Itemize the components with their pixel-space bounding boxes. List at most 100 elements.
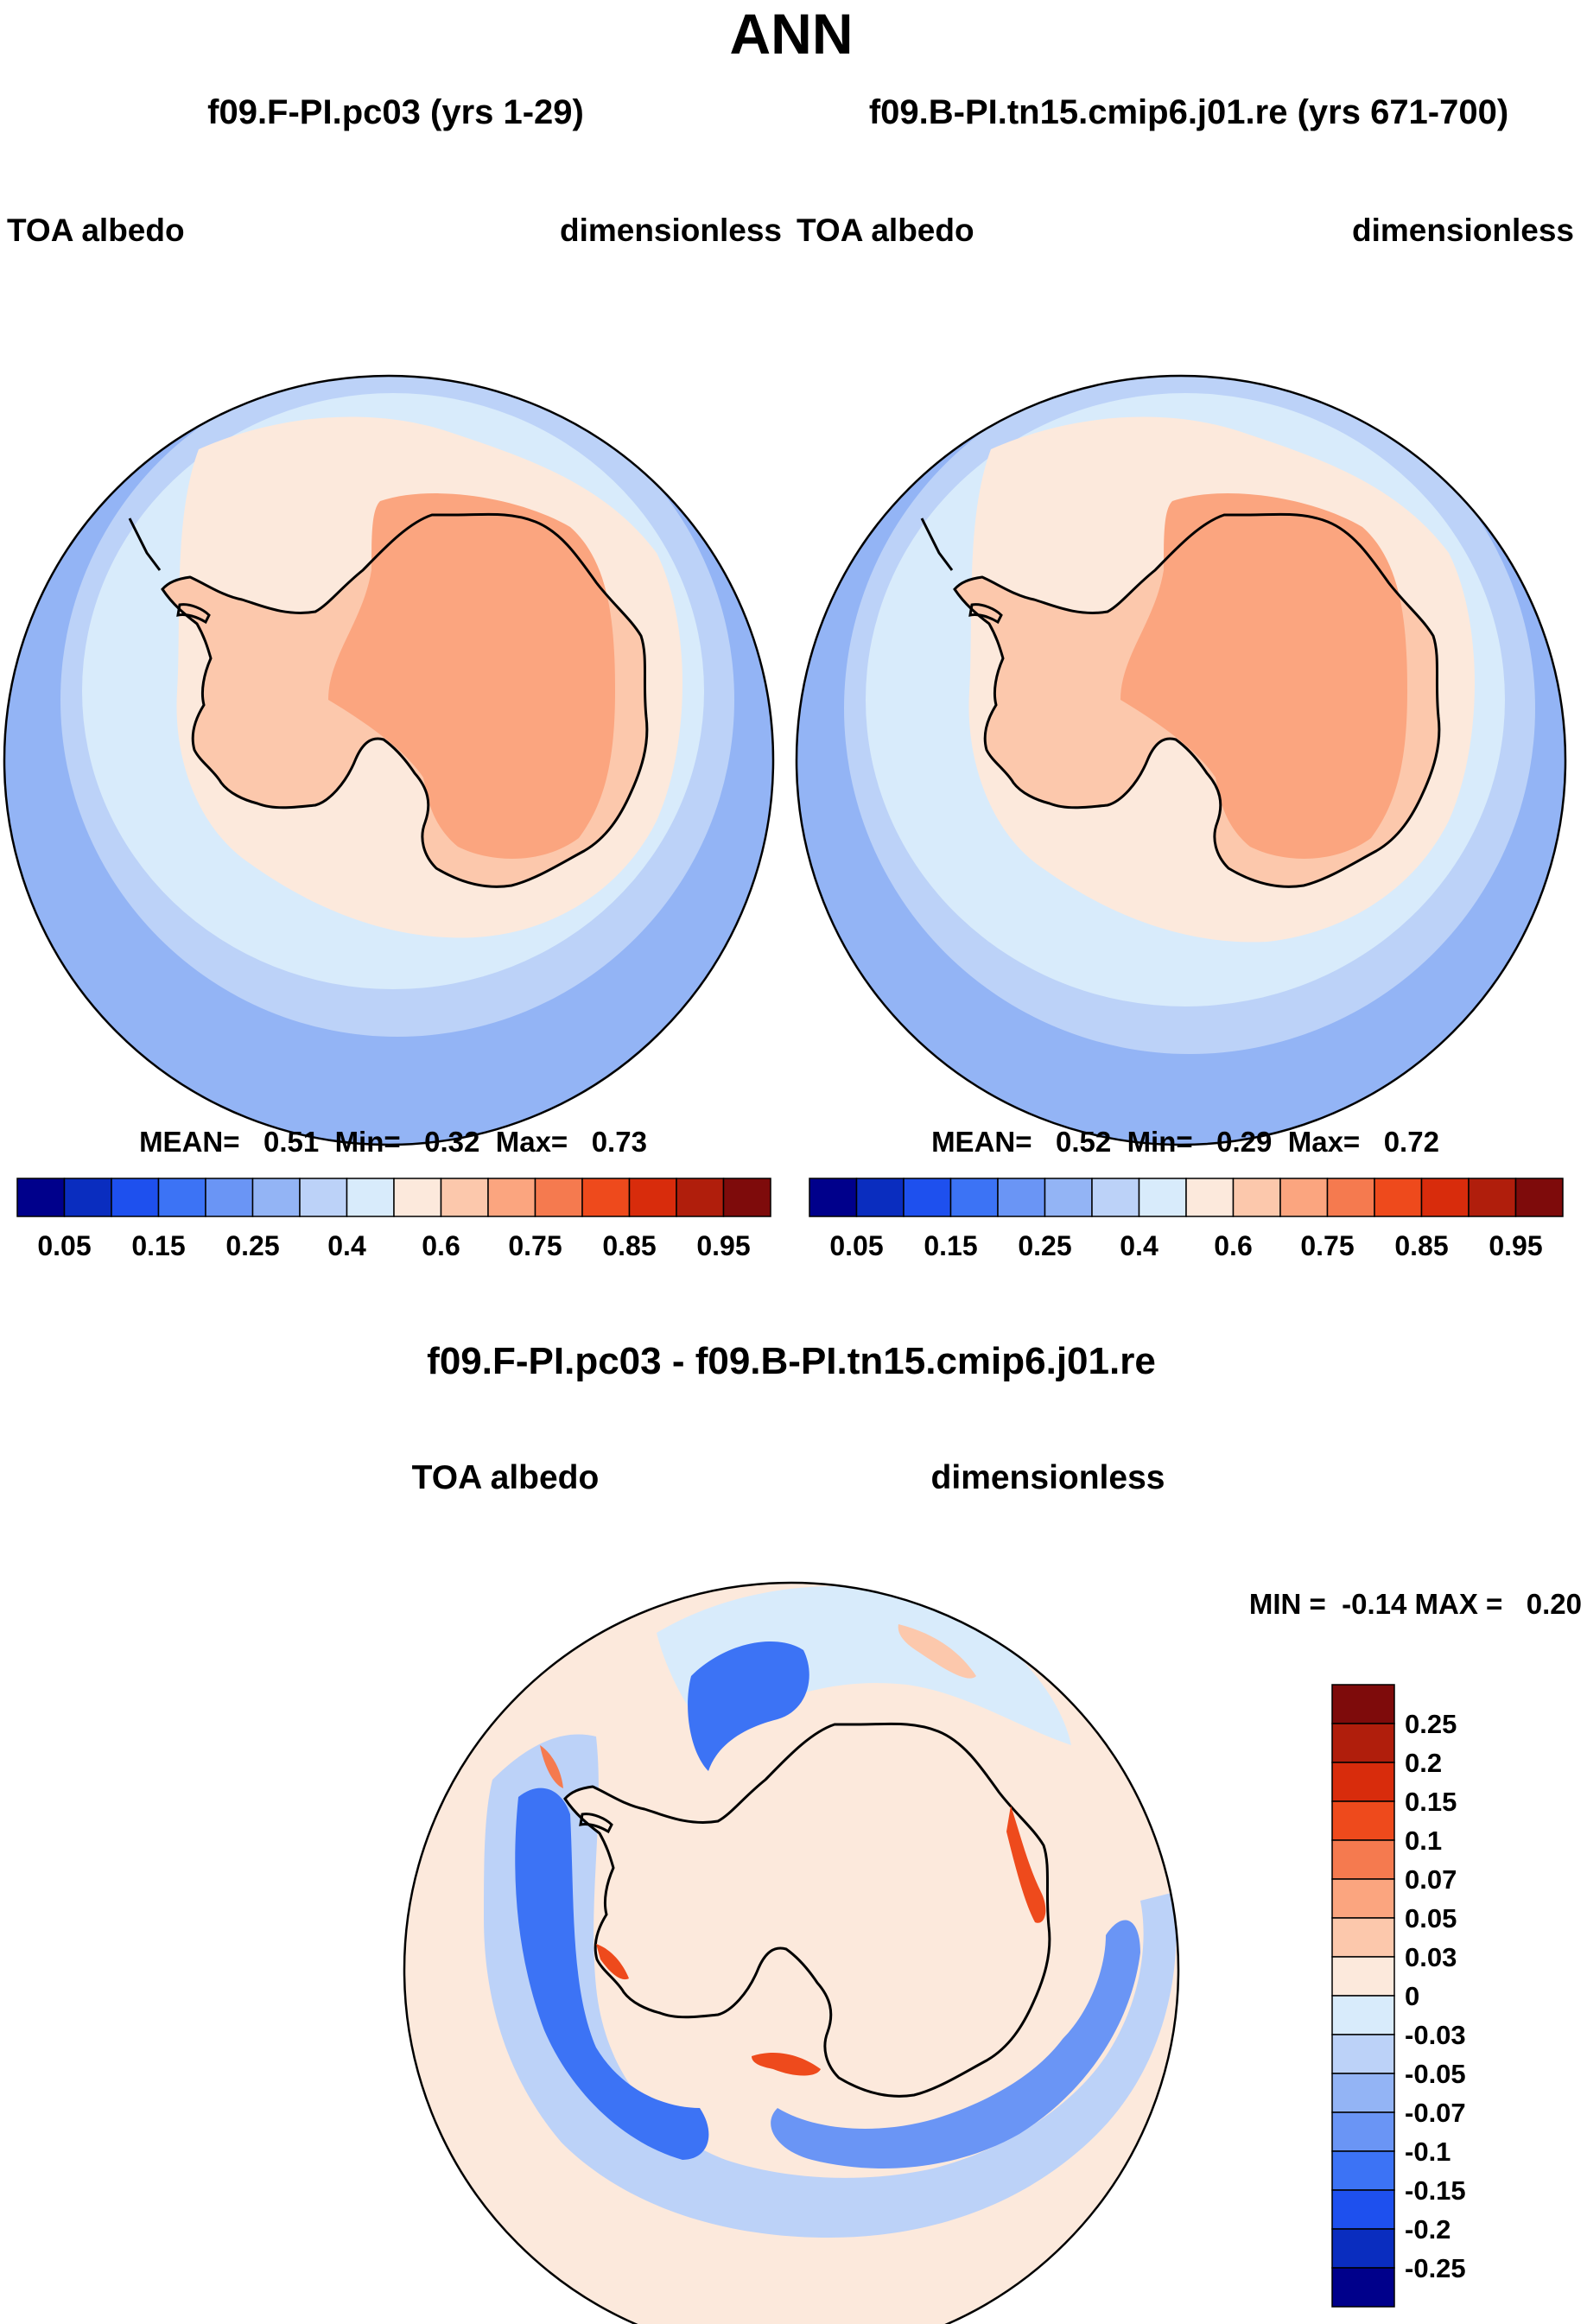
diff-colorbar-tick-label-3: 0.1 (1405, 1826, 1442, 1856)
diff-deep-blue-ring-south (771, 1920, 1140, 2168)
diff-map (403, 1581, 1180, 2324)
diff-colorbar-swatch-1 (1331, 1723, 1395, 1763)
panel2-stats: MEAN= 0.52 Min= 0.29 Max= 0.72 (931, 1126, 1439, 1158)
diff-colorbar-tick-label-0: 0.25 (1405, 1709, 1457, 1739)
diff-colorbar-swatch-5 (1331, 1878, 1395, 1919)
diff-left-label: TOA albedo (412, 1459, 600, 1496)
diff-colorbar-tick-label-12: -0.15 (1405, 2175, 1466, 2206)
panel2-colorbar-tick-label-6: 0.85 (1394, 1230, 1448, 1261)
panel2-colorbar: 0.05 0.15 0.25 0.4 0.6 0.75 0.85 0.95 (809, 1178, 1564, 1261)
panel1-stats: MEAN= 0.51 Min= 0.32 Max= 0.73 (139, 1126, 647, 1158)
panel2-case-title: f09.B-PI.tn15.cmip6.j01.re (yrs 671-700) (869, 93, 1508, 131)
diff-colorbar-tick-label-2: 0.15 (1405, 1787, 1457, 1817)
panel2-colorbar-swatch-1 (855, 1178, 905, 1217)
panel1-left-label: TOA albedo (7, 213, 185, 248)
diff-positive-coast-west (596, 1944, 629, 1980)
panel1-colorbar-tick-label-3: 0.4 (327, 1230, 366, 1261)
diff-colorbar-tick-label-10: -0.07 (1405, 2098, 1466, 2128)
diff-colorbar-swatch-13 (1331, 2189, 1395, 2230)
panel1-colorbar-swatch-6 (299, 1178, 348, 1217)
diff-colorbar-tick-label-11: -0.1 (1405, 2137, 1451, 2167)
panel2-colorbar-tick-label-1: 0.15 (924, 1230, 977, 1261)
panel2-map (795, 374, 1567, 1146)
diff-positive-peninsula (540, 1745, 563, 1788)
diff-positive-streak-north (898, 1624, 976, 1679)
panel2-colorbar-tick-label-3: 0.4 (1120, 1230, 1159, 1261)
panel1-colorbar-swatch-2 (111, 1178, 160, 1217)
panel1-colorbar-tick-label-5: 0.75 (508, 1230, 562, 1261)
panel2-ross-ice-shelf (968, 603, 1003, 625)
panel2-colorbar-swatch-13 (1420, 1178, 1470, 1217)
panel1-peninsula-tip (128, 518, 162, 571)
diff-colorbar-tick-label-6: 0.03 (1405, 1942, 1457, 1972)
panel1-plateau (328, 493, 615, 859)
panel1-colorbar-tick-label-2: 0.25 (225, 1230, 279, 1261)
diff-colorbar-swatch-10 (1331, 2073, 1395, 2113)
diff-colorbar-swatch-3 (1331, 1800, 1395, 1841)
panel1-colorbar-swatch-10 (487, 1178, 536, 1217)
diff-deep-blue-ring-west (515, 1787, 709, 2160)
panel1-map-border (3, 374, 775, 1146)
diff-colorbar-swatch-7 (1331, 1956, 1395, 1997)
panel2-colorbar-swatch-3 (949, 1178, 999, 1217)
panel1-colorbar-swatch-1 (63, 1178, 112, 1217)
panel1-case-title: f09.F-PI.pc03 (yrs 1-29) (207, 93, 584, 131)
panel1-colorbar-swatch-0 (16, 1178, 66, 1217)
panel2-colorbar-swatch-0 (809, 1178, 858, 1217)
panel1-right-label: dimensionless (560, 213, 782, 248)
diff-map-border (403, 1581, 1180, 2324)
diff-colorbar-swatch-15 (1331, 2267, 1395, 2308)
panel2-colorbar-swatch-2 (903, 1178, 952, 1217)
panel2-colorbar-swatch-4 (997, 1178, 1046, 1217)
diff-colorbar-swatch-6 (1331, 1917, 1395, 1958)
diff-deep-blue-north (688, 1641, 809, 1771)
panel2-peninsula-tip (920, 518, 954, 571)
panel2-colorbar-swatch-7 (1138, 1178, 1187, 1217)
diff-negative-zone-west (484, 1734, 1177, 2238)
panel1-colorbar-tick-label-7: 0.95 (696, 1230, 750, 1261)
panel1-colorbar-swatch-14 (676, 1178, 725, 1217)
panel1-colorbar-tick-label-1: 0.15 (131, 1230, 185, 1261)
panel1-colorbar-swatch-13 (628, 1178, 677, 1217)
panel1-colorbar-tick-label-6: 0.85 (602, 1230, 656, 1261)
panel1-map (3, 374, 775, 1146)
diff-colorbar-tick-label-14: -0.25 (1405, 2253, 1466, 2283)
panel1-colorbar-swatch-3 (157, 1178, 206, 1217)
diff-colorbar-tick-label-1: 0.2 (1405, 1748, 1442, 1778)
figure-title: ANN (730, 2, 854, 66)
diff-positive-coast-south (752, 2052, 821, 2076)
panel2-plateau (1120, 493, 1407, 859)
panel2-colorbar-swatch-11 (1326, 1178, 1375, 1217)
diff-colorbar: 0.25 0.2 0.15 0.1 0.07 0.05 0.03 0 -0.03 -0.05 -0.… (1331, 1684, 1466, 2308)
panel2-colorbar-swatch-14 (1468, 1178, 1517, 1217)
panel1-colorbar-swatch-12 (581, 1178, 631, 1217)
panel2-colorbar-swatch-5 (1044, 1178, 1093, 1217)
diff-colorbar-tick-label-13: -0.2 (1405, 2214, 1451, 2245)
panel1-colorbar-swatch-9 (440, 1178, 489, 1217)
diff-colorbar-swatch-2 (1331, 1762, 1395, 1802)
panel1-colorbar-tick-label-4: 0.6 (422, 1230, 460, 1261)
panel2-colorbar-tick-label-4: 0.6 (1214, 1230, 1252, 1261)
panel1-colorbar-swatch-5 (251, 1178, 301, 1217)
diff-colorbar-tick-label-8: -0.03 (1405, 2020, 1466, 2050)
panel1-colorbar: 0.05 0.15 0.25 0.4 0.6 0.75 0.85 0.95 (16, 1178, 771, 1261)
panel2-colorbar-tick-label-0: 0.05 (829, 1230, 883, 1261)
panel2-colorbar-swatch-6 (1091, 1178, 1140, 1217)
panel2-colorbar-swatch-10 (1279, 1178, 1329, 1217)
panel2-colorbar-tick-label-5: 0.75 (1300, 1230, 1354, 1261)
diff-colorbar-tick-label-9: -0.05 (1405, 2059, 1466, 2089)
diff-colorbar-swatch-12 (1331, 2150, 1395, 2191)
panel1-colorbar-swatch-11 (534, 1178, 583, 1217)
diff-right-label: dimensionless (931, 1459, 1165, 1496)
panel2-map-border (795, 374, 1567, 1146)
diff-colorbar-tick-label-7: 0 (1405, 1981, 1419, 2011)
diff-positive-coast-east (1006, 1806, 1046, 1923)
diff-colorbar-swatch-14 (1331, 2228, 1395, 2269)
diff-colorbar-swatch-8 (1331, 1995, 1395, 2035)
diff-colorbar-tick-label-5: 0.05 (1405, 1903, 1457, 1933)
panel1-ross-ice-shelf (176, 603, 211, 625)
diff-panel-title: f09.F-PI.pc03 - f09.B-PI.tn15.cmip6.j01.… (427, 1340, 1156, 1382)
panel2-colorbar-tick-label-2: 0.25 (1018, 1230, 1071, 1261)
panel2-right-label: dimensionless (1352, 213, 1574, 248)
